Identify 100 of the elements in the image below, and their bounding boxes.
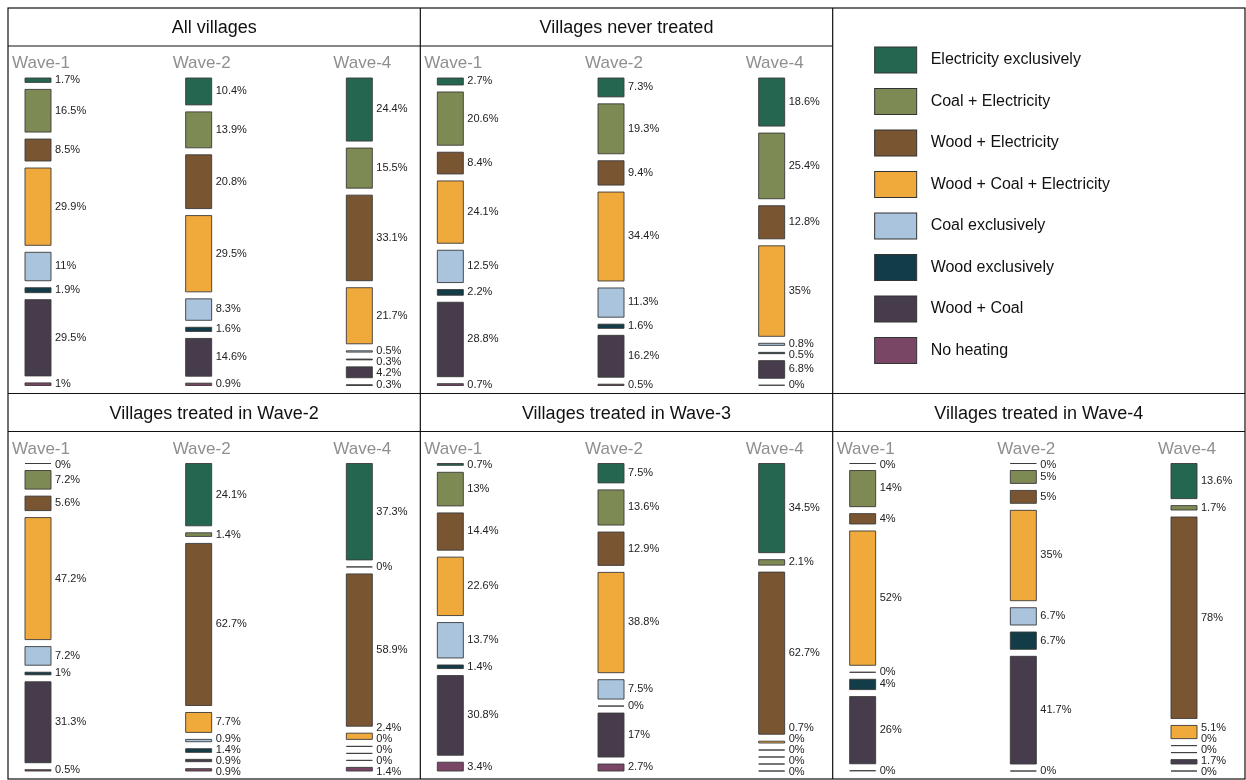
data-label: 1.7% [55, 73, 81, 86]
data-label: 35% [1040, 548, 1063, 561]
text: Villages treated in Wave-4 [934, 402, 1144, 423]
data-label: 12.8% [788, 215, 821, 228]
data-label: 24.1% [467, 205, 499, 217]
data-label: 62.7% [215, 617, 248, 630]
data-label: 13.6% [628, 500, 660, 513]
data-label: 13.7% [467, 633, 499, 646]
category-label: Wave-1 [424, 53, 483, 72]
data-label: 4% [879, 511, 896, 524]
data-label: 14.6% [215, 350, 248, 363]
data-label: 0.5% [628, 377, 654, 390]
data-label: 29.9% [55, 199, 87, 212]
data-label: 0.3% [376, 378, 402, 391]
data-label: 4.2% [376, 366, 402, 379]
data-label: 0% [376, 753, 393, 766]
data-label: 14.4% [467, 524, 499, 537]
data-label: 28.8% [467, 332, 499, 345]
data-label: 6.7% [1040, 609, 1066, 622]
data-label: 6.8% [788, 362, 814, 375]
data-label: 1% [55, 377, 72, 390]
data-label: 5% [1040, 489, 1057, 502]
data-label: 0.5% [376, 344, 402, 357]
text: All villages [171, 17, 257, 37]
category-label: Wave-1 [12, 438, 70, 458]
data-label: 0.5% [788, 348, 814, 361]
data-label: 8.4% [467, 155, 493, 168]
data-label: 31.3% [55, 715, 87, 728]
data-label: 34.4% [628, 229, 660, 242]
data-label: 18.6% [788, 94, 821, 107]
data-label: 12.5% [467, 259, 499, 272]
data-label: 41.7% [1040, 703, 1072, 716]
legend-label: Wood + Electricity [930, 133, 1059, 151]
data-label: 0.9% [215, 731, 241, 744]
data-label: 0.9% [215, 764, 241, 777]
data-label: 11.3% [628, 295, 659, 308]
data-label: 3.4% [467, 759, 493, 772]
data-label: 0% [879, 763, 896, 776]
data-label: 0.7% [467, 377, 493, 390]
legend-label: Wood + Coal + Electricity [930, 174, 1111, 192]
category-label: Wave-2 [997, 438, 1056, 458]
category-label: Wave-1 [836, 438, 895, 458]
data-label: 0% [376, 559, 393, 572]
category-label: Wave-4 [333, 438, 392, 458]
legend-label: Coal exclusively [930, 216, 1046, 234]
data-label: 0.8% [788, 337, 814, 350]
data-label: 6.7% [1040, 633, 1066, 646]
data-label: 35% [788, 283, 811, 296]
legend-label: Electricity exclusively [930, 50, 1081, 68]
data-label: 2.2% [467, 285, 493, 298]
legend-label: Coal + Electricity [930, 91, 1051, 109]
data-label: 0% [55, 458, 72, 471]
data-label: 0% [1201, 764, 1218, 777]
data-label: 12.9% [628, 541, 660, 554]
data-label: 20.8% [215, 174, 248, 187]
data-label: 34.5% [788, 501, 821, 513]
data-label: 4% [879, 677, 896, 690]
data-label: 1.4% [467, 659, 493, 672]
data-label: 2.4% [376, 720, 402, 733]
data-label: 20.6% [467, 111, 499, 124]
data-label: 33.1% [376, 230, 408, 243]
data-label: 1% [55, 666, 72, 679]
category-label: Wave-4 [745, 53, 804, 72]
data-label: 37.3% [376, 504, 408, 517]
data-label: 0% [376, 742, 393, 755]
data-label: 78% [1201, 610, 1224, 623]
data-label: 0% [788, 378, 805, 391]
legend-label: Wood exclusively [930, 257, 1054, 275]
data-label: 13.9% [215, 122, 248, 135]
data-label: 19.3% [628, 121, 660, 134]
data-label: 0.9% [215, 377, 241, 390]
data-label: 0% [376, 731, 393, 744]
data-label: 5.1% [1201, 720, 1227, 733]
data-label: 16.5% [55, 103, 87, 116]
data-label: 1.7% [1201, 753, 1227, 766]
data-label: 21.7% [376, 308, 408, 321]
text: Villages treated in Wave-2 [109, 402, 319, 423]
data-label: 14% [879, 481, 902, 494]
data-label: 1.9% [55, 283, 81, 296]
data-label: 13% [467, 482, 490, 495]
category-label: Wave-2 [585, 53, 643, 72]
data-label: 8.3% [215, 302, 241, 315]
data-label: 17% [628, 727, 651, 740]
data-label: 1.4% [376, 764, 402, 777]
data-label: 0% [1040, 458, 1057, 471]
category-label: Wave-2 [172, 438, 231, 458]
data-label: 0% [788, 764, 805, 777]
data-label: 30.8% [467, 708, 499, 721]
data-label: 24.1% [215, 487, 248, 500]
data-label: 0.7% [788, 720, 814, 733]
data-label: 9.4% [628, 165, 654, 178]
data-label: 38.8% [628, 615, 660, 628]
data-label: 2.1% [788, 555, 814, 568]
data-label: 0% [1040, 763, 1057, 776]
data-label: 7.5% [628, 682, 654, 695]
data-label: 2.7% [467, 74, 493, 87]
data-label: 0.9% [215, 753, 241, 766]
text: Villages never treated [539, 17, 714, 37]
data-label: 0% [628, 698, 645, 711]
data-label: 0% [788, 742, 805, 755]
